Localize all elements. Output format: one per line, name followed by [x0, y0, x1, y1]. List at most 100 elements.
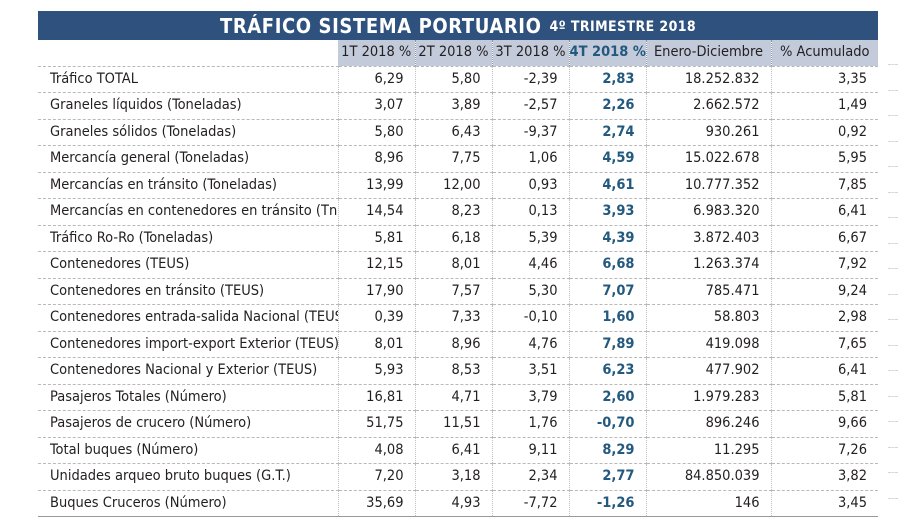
cell-acumulado: 3,82: [771, 463, 878, 491]
cell-acumulado: 9,66: [771, 410, 878, 438]
cell-q2: 3,18: [415, 463, 493, 491]
cell-q1: 8,01: [338, 331, 416, 358]
column-header-enero-diciembre: Enero-Diciembre: [646, 40, 772, 66]
row-label: Buques Cruceros (Número): [38, 490, 339, 517]
cell-q3: 0,13: [492, 198, 570, 226]
cell-acumulado: 9,24: [771, 278, 878, 305]
row-label: Pasajeros de crucero (Número): [38, 410, 339, 438]
table-row: Tráfico Ro-Ro (Toneladas) 5,81 6,18 5,39 4,3…: [38, 225, 878, 252]
cell-q1: 3,07: [338, 92, 416, 120]
port-traffic-table-sheet: TRÁFICO SISTEMA PORTUARIO 4º TRIMESTRE 2…: [38, 11, 900, 517]
cell-q4: 7,07: [569, 278, 647, 305]
cell-q2: 12,00: [415, 172, 493, 199]
cell-q1: 6,29: [338, 65, 416, 93]
cell-q2: 3,89: [415, 92, 493, 120]
table-row: Mercancías en contenedores en tránsito (…: [38, 198, 878, 226]
cell-q4: 4,39: [569, 225, 647, 252]
cell-q4: 2,74: [569, 119, 647, 146]
cell-acumulado: 3,45: [771, 490, 878, 517]
cell-q3: -2,57: [492, 92, 570, 120]
cell-q4: 4,59: [569, 145, 647, 173]
cell-enero-diciembre: 15.022.678: [646, 145, 772, 173]
cell-acumulado: 7,85: [771, 172, 878, 199]
cell-q2: 7,75: [415, 145, 493, 173]
cell-q4: 2,60: [569, 384, 647, 411]
cell-q4: 6,68: [569, 251, 647, 279]
table-header-row: 1T 2018 % 2T 2018 % 3T 2018 % 4T 2018 % …: [38, 40, 878, 66]
cell-enero-diciembre: 11.295: [646, 437, 772, 464]
cell-acumulado: 7,92: [771, 251, 878, 279]
cell-q3: 5,39: [492, 225, 570, 252]
cell-q3: 5,30: [492, 278, 570, 305]
cell-q2: 7,57: [415, 278, 493, 305]
table-row: Graneles líquidos (Toneladas) 3,07 3,89 -2,…: [38, 92, 878, 120]
table-row: Total buques (Número) 4,08 6,41 9,11 8,29 11.…: [38, 437, 878, 464]
cell-acumulado: 5,81: [771, 384, 878, 411]
cell-q2: 5,80: [415, 65, 493, 93]
row-label: Contenedores entrada-salida Nacional (TE…: [38, 304, 339, 332]
cell-q3: -0,10: [492, 304, 570, 332]
cell-q4: 7,89: [569, 331, 647, 358]
cell-enero-diciembre: 18.252.832: [646, 65, 772, 93]
page-subtitle: 4º TRIMESTRE 2018: [549, 18, 697, 35]
cell-q2: 6,41: [415, 437, 493, 464]
cell-q4: 1,60: [569, 304, 647, 332]
cell-acumulado: 5,95: [771, 145, 878, 173]
cell-q2: 8,96: [415, 331, 493, 358]
table-row: Pasajeros de crucero (Número) 51,75 11,51 1…: [38, 410, 878, 438]
table-title-bar: TRÁFICO SISTEMA PORTUARIO 4º TRIMESTRE 2…: [38, 11, 878, 40]
cell-q3: -9,37: [492, 119, 570, 146]
column-header-q3: 3T 2018 %: [492, 40, 570, 66]
table-row: Contenedores Nacional y Exterior (TEUS) 5…: [38, 357, 878, 385]
cell-q3: 2,34: [492, 463, 570, 491]
cell-q1: 0,39: [338, 304, 416, 332]
cell-q2: 6,18: [415, 225, 493, 252]
column-header-q4: 4T 2018 %: [569, 40, 647, 66]
table-row: Graneles sólidos (Toneladas) 5,80 6,43 -9,3…: [38, 119, 878, 146]
cell-q1: 17,90: [338, 278, 416, 305]
table-row: Unidades arqueo bruto buques (G.T.) 7,20 3…: [38, 463, 878, 491]
cell-q1: 51,75: [338, 410, 416, 438]
port-traffic-table: 1T 2018 % 2T 2018 % 3T 2018 % 4T 2018 % …: [38, 40, 878, 517]
cell-q4: 2,26: [569, 92, 647, 120]
cell-q3: 3,79: [492, 384, 570, 411]
page-title: TRÁFICO SISTEMA PORTUARIO: [219, 13, 542, 38]
cell-enero-diciembre: 785.471: [646, 278, 772, 305]
row-guide-stubs: [878, 40, 900, 499]
table-row: Mercancías en tránsito (Toneladas) 13,99 1…: [38, 172, 878, 199]
table-row: Mercancía general (Toneladas) 8,96 7,75 1,0…: [38, 145, 878, 173]
cell-q4: 6,23: [569, 357, 647, 385]
column-header-acumulado: % Acumulado: [771, 40, 878, 66]
cell-enero-diciembre: 1.979.283: [646, 384, 772, 411]
cell-q2: 8,01: [415, 251, 493, 279]
cell-q1: 7,20: [338, 463, 416, 491]
cell-acumulado: 0,92: [771, 119, 878, 146]
row-label: Mercancías en tránsito (Toneladas): [38, 172, 339, 199]
cell-q4: -1,26: [569, 490, 647, 517]
table-row: Tráfico TOTAL 6,29 5,80 -2,39 2,83 18.252.832…: [38, 65, 878, 93]
row-label: Pasajeros Totales (Número): [38, 384, 339, 411]
cell-q3: 4,76: [492, 331, 570, 358]
cell-q4: -0,70: [569, 410, 647, 438]
cell-enero-diciembre: 6.983.320: [646, 198, 772, 226]
cell-enero-diciembre: 896.246: [646, 410, 772, 438]
cell-enero-diciembre: 477.902: [646, 357, 772, 385]
cell-q4: 2,83: [569, 65, 647, 93]
cell-enero-diciembre: 3.872.403: [646, 225, 772, 252]
cell-q2: 6,43: [415, 119, 493, 146]
table-body: Tráfico TOTAL 6,29 5,80 -2,39 2,83 18.252.832…: [38, 65, 878, 517]
cell-q3: 0,93: [492, 172, 570, 199]
cell-q1: 14,54: [338, 198, 416, 226]
cell-q2: 8,23: [415, 198, 493, 226]
cell-enero-diciembre: 2.662.572: [646, 92, 772, 120]
cell-acumulado: 7,65: [771, 331, 878, 358]
cell-q1: 5,80: [338, 119, 416, 146]
column-header-q2: 2T 2018 %: [415, 40, 493, 66]
cell-q4: 3,93: [569, 198, 647, 226]
cell-q3: -7,72: [492, 490, 570, 517]
column-header-label: [38, 40, 338, 66]
cell-q2: 7,33: [415, 304, 493, 332]
cell-q1: 16,81: [338, 384, 416, 411]
cell-q3: 1,06: [492, 145, 570, 173]
cell-q1: 4,08: [338, 437, 416, 464]
